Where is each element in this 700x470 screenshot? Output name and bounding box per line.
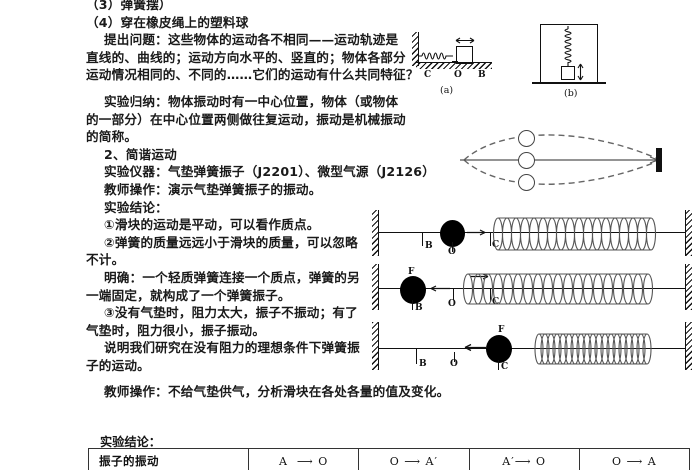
force-arrow-left-icon xyxy=(430,285,450,292)
label-b-right: B xyxy=(478,70,486,80)
text-line: 教师操作：演示气垫弹簧振子的振动。 xyxy=(104,181,322,197)
connector-rod xyxy=(452,61,458,63)
wall-left-hatch xyxy=(372,264,379,310)
table-row-label: 振子的振动 xyxy=(89,449,249,470)
label-b: B xyxy=(419,359,427,369)
axis-line xyxy=(378,348,686,350)
wall-right-hatch xyxy=(685,210,692,256)
text-line: 实验归纳：物体振动时有一中心位置，物体（或物体 xyxy=(104,93,399,109)
floor-base xyxy=(532,82,606,84)
paragraph-gap xyxy=(86,374,426,383)
text-line: 直线的、曲线的；运动方向水平的、竖直的；物体各部分 xyxy=(86,49,406,65)
table-caption: 实验结论： xyxy=(100,435,161,449)
figure-spring-state-2: F B O C xyxy=(372,262,692,318)
vertical-spring-coil-icon xyxy=(564,26,572,68)
spring-coil-icon xyxy=(419,52,453,60)
text-line: ①滑块的运动是平动，可以看作质点。 xyxy=(104,217,320,233)
text-line: （3）弹簧摆） xyxy=(86,0,172,12)
label-b: B xyxy=(415,303,423,313)
text-line: 的简称。 xyxy=(86,129,138,145)
double-arrow-icon xyxy=(455,37,475,44)
tick-b xyxy=(412,300,414,310)
label-c: C xyxy=(501,362,509,372)
ring-middle xyxy=(518,152,535,169)
figure-oscillation-path xyxy=(460,122,690,194)
text-line: 的一部分）在中心位置两侧做往复运动，振动是机械振动 xyxy=(86,111,406,127)
table-cell-expr: O ⟶ A′ xyxy=(389,454,438,468)
wall-right-hatch xyxy=(685,264,692,310)
fixed-end-block xyxy=(656,148,662,172)
hanging-block-mass xyxy=(561,66,575,80)
label-f-force: F xyxy=(498,325,505,335)
results-table: 振子的振动 A ⟶ O O ⟶ A′ A′⟶ O O ⟶ A xyxy=(88,448,690,470)
force-arrow-left-icon xyxy=(464,343,486,352)
tick-o xyxy=(453,288,455,300)
wall-right-hatch xyxy=(685,322,692,370)
text-line: （4）穿在橡皮绳上的塑料球 xyxy=(86,14,249,30)
paragraph-gap xyxy=(86,84,426,93)
ground-hatch xyxy=(416,62,492,69)
spring-coil-compressed-icon xyxy=(534,333,652,365)
frame-stand xyxy=(540,24,598,83)
tick-c xyxy=(490,288,492,302)
up-down-arrow-icon xyxy=(577,63,584,81)
spring-coil-stretched-icon xyxy=(462,273,654,305)
figure-a-horizontal-spring-oscillator: C O B (a) xyxy=(412,28,512,96)
table-cell-expr: A′⟶ O xyxy=(502,454,546,468)
text-line: 实验仪器：气垫弹簧振子（J2201）、微型气源（J2126） xyxy=(104,164,436,180)
text-line: 不计。 xyxy=(86,252,125,268)
ring-top xyxy=(518,130,535,147)
label-f-force: F xyxy=(408,267,415,277)
text-line: 一端固定，就构成了一个弹簧振子。 xyxy=(86,287,291,303)
wall-left-hatch xyxy=(372,322,379,370)
table-cell-a-to-o: A ⟶ O xyxy=(249,449,360,470)
motion-arrow-icon xyxy=(467,229,486,236)
text-line: 子的运动。 xyxy=(86,357,150,373)
tick-c xyxy=(490,232,492,246)
figure-spring-state-3: B O F C xyxy=(372,320,692,378)
text-line-heading: 实验结论： xyxy=(104,199,168,215)
table-cell-expr: A ⟶ O xyxy=(279,454,329,468)
text-line: 教师操作：不给气垫供气，分析滑块在各处各量的值及变化。 xyxy=(104,384,450,400)
text-line: 运动情况相同的、不同的……它们的运动有什么共同特征？ xyxy=(86,67,419,83)
figure-spring-state-1: B O C xyxy=(372,208,692,264)
tick-b xyxy=(416,348,418,364)
table-cell-a-prime-to-o: A′⟶ O xyxy=(470,449,580,470)
table-cell-expr: O ⟶ A xyxy=(612,454,657,468)
label-o-equilibrium: O xyxy=(454,70,462,80)
text-line: 说明我们研究在没有阻力的理想条件下弹簧振 xyxy=(104,340,360,356)
text-line: 明确：一个轻质弹簧连接一个质点，弹簧的另 xyxy=(104,269,360,285)
text-line: ③没有气垫时，阻力太大，振子不振动；有了 xyxy=(104,305,358,321)
figure-b-vertical-spring-oscillator: (b) xyxy=(530,12,630,100)
label-b: B xyxy=(425,241,433,251)
tick-c xyxy=(498,360,500,370)
wall-left-hatch xyxy=(412,32,419,66)
figure-a-caption: (a) xyxy=(440,85,454,96)
text-line: 提出问题：这些物体的运动各不相同——运动轨迹是 xyxy=(104,32,399,48)
ring-bottom xyxy=(518,174,535,191)
text-line: ②弹簧的质量远远小于滑块的质量，可以忽略 xyxy=(104,234,358,250)
text-line: 2、简谐运动 xyxy=(104,146,177,162)
figure-b-caption: (b) xyxy=(564,88,578,99)
oscillator-ball xyxy=(400,276,426,304)
table-cell-o-to-a-prime: O ⟶ A′ xyxy=(359,449,470,470)
spring-coil-stretched-icon xyxy=(492,217,657,251)
table-cell-o-to-a: O ⟶ A xyxy=(580,449,689,470)
label-o: O xyxy=(450,359,458,369)
tick-b xyxy=(422,232,424,246)
text-line: 气垫时，阻力很小，振子振动。 xyxy=(86,322,266,338)
oscillator-ball xyxy=(486,335,512,363)
label-c-left: C xyxy=(424,70,432,80)
tick-o xyxy=(454,352,456,362)
body-text-column: （3）弹簧摆） （4）穿在橡皮绳上的塑料球 提出问题：这些物体的运动各不相同——… xyxy=(86,0,450,401)
label-o: O xyxy=(448,247,456,257)
label-c: C xyxy=(492,240,500,250)
tick-o xyxy=(452,242,454,252)
axis-line xyxy=(378,232,686,234)
label-o: O xyxy=(448,299,456,309)
